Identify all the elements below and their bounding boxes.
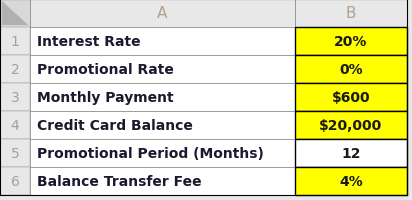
Text: Monthly Payment: Monthly Payment	[37, 91, 173, 104]
Bar	[0, 167, 30, 195]
Bar	[0, 28, 30, 56]
Text: 4%: 4%	[339, 174, 363, 188]
Text: 5: 5	[11, 146, 19, 160]
Text: $20,000: $20,000	[319, 118, 383, 132]
Text: 1: 1	[11, 35, 19, 49]
Text: A: A	[157, 6, 168, 21]
Bar	[30, 84, 295, 111]
Bar	[0, 111, 30, 139]
Text: Promotional Period (Months): Promotional Period (Months)	[37, 146, 264, 160]
Text: 20%: 20%	[334, 35, 368, 49]
Text: B: B	[346, 6, 356, 21]
Bar	[30, 167, 295, 195]
Text: 6: 6	[11, 174, 19, 188]
Bar	[0, 84, 30, 111]
Bar	[295, 28, 407, 56]
Bar	[30, 111, 295, 139]
Bar	[0, 0, 30, 28]
Text: Balance Transfer Fee: Balance Transfer Fee	[37, 174, 201, 188]
Polygon shape	[2, 2, 28, 26]
Text: 4: 4	[11, 118, 19, 132]
Bar	[295, 84, 407, 111]
Bar	[295, 139, 407, 167]
Bar	[30, 0, 295, 28]
Bar	[30, 28, 295, 56]
Text: $600: $600	[332, 91, 370, 104]
Bar	[295, 111, 407, 139]
Bar	[295, 56, 407, 84]
Bar	[0, 139, 30, 167]
Bar	[30, 56, 295, 84]
Bar	[0, 56, 30, 84]
Text: Promotional Rate: Promotional Rate	[37, 63, 174, 77]
Bar	[30, 139, 295, 167]
Bar	[295, 0, 407, 28]
Text: Interest Rate: Interest Rate	[37, 35, 140, 49]
Text: Credit Card Balance: Credit Card Balance	[37, 118, 193, 132]
Text: 12: 12	[341, 146, 361, 160]
Text: 2: 2	[11, 63, 19, 77]
Text: 0%: 0%	[339, 63, 363, 77]
Text: 3: 3	[11, 91, 19, 104]
Bar	[295, 167, 407, 195]
